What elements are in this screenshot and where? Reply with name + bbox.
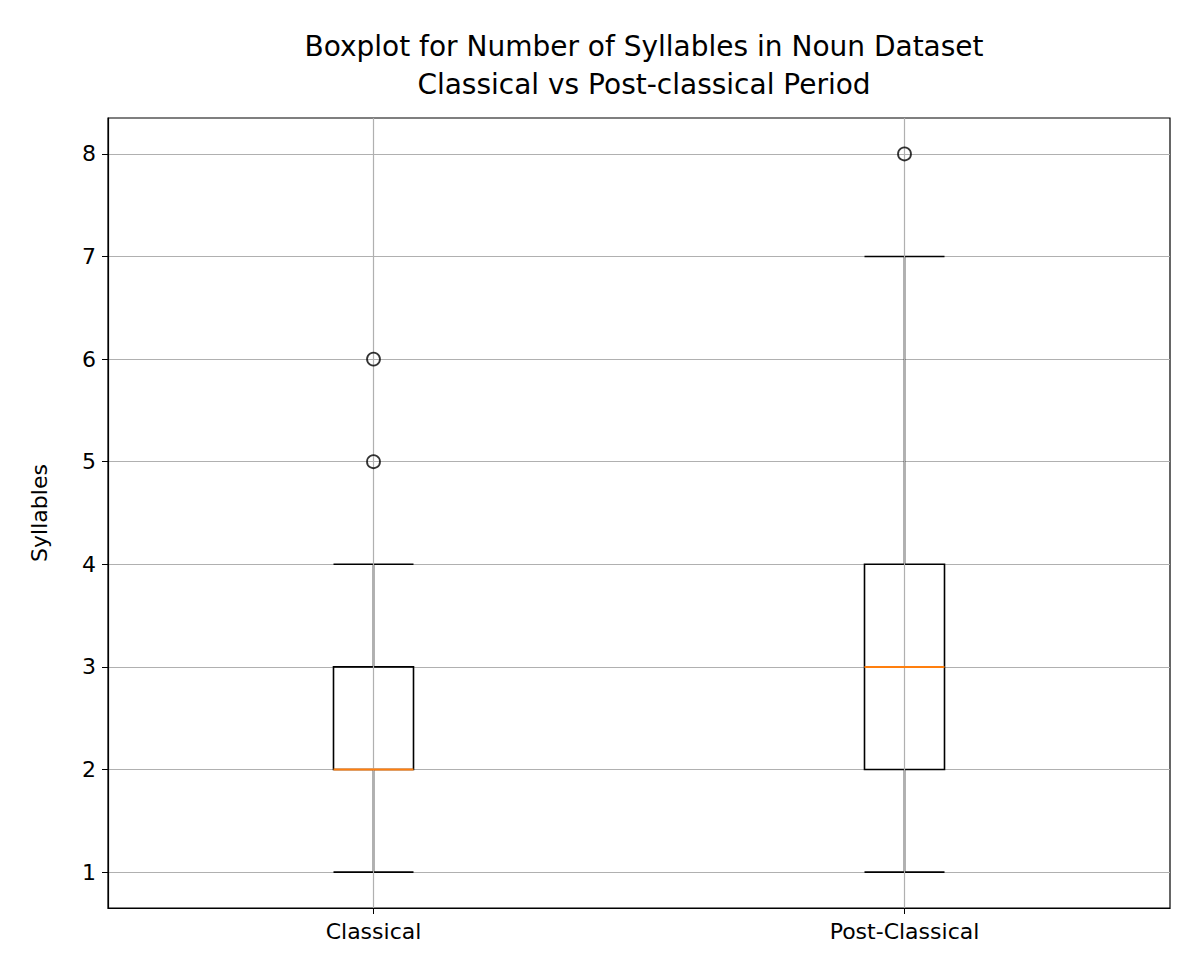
svg-text:3: 3 [82,654,96,679]
svg-text:1: 1 [82,860,96,885]
svg-text:5: 5 [82,449,96,474]
svg-text:4: 4 [82,552,96,577]
svg-text:Post-Classical: Post-Classical [830,919,980,944]
svg-text:7: 7 [82,244,96,269]
svg-text:8: 8 [82,141,96,166]
svg-text:Classical vs Post-classical Pe: Classical vs Post-classical Period [417,68,870,101]
svg-text:2: 2 [82,757,96,782]
svg-text:6: 6 [82,347,96,372]
svg-text:Classical: Classical [326,919,422,944]
svg-text:Boxplot for Number of Syllable: Boxplot for Number of Syllables in Noun … [304,30,983,63]
svg-text:Syllables: Syllables [27,464,52,562]
